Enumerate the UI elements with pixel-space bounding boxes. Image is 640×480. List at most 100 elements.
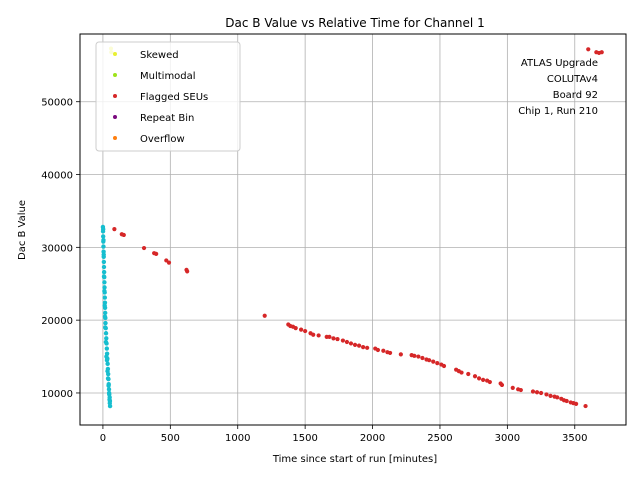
series-unlabeled: [100, 224, 113, 409]
data-point: [101, 244, 106, 249]
legend-marker: [113, 115, 117, 119]
data-point: [121, 232, 126, 238]
data-point: [327, 334, 332, 339]
data-point: [101, 274, 107, 279]
y-axis-label: Dac B Value: [17, 200, 28, 260]
data-point: [574, 401, 579, 406]
data-point: [293, 326, 298, 331]
y-tick-label: 20000: [41, 316, 73, 327]
data-point: [101, 269, 107, 275]
legend-marker: [113, 94, 117, 98]
data-point: [101, 237, 106, 243]
data-points: [100, 46, 604, 409]
data-point: [387, 350, 393, 356]
data-point: [466, 371, 471, 377]
data-point: [103, 320, 108, 326]
data-point: [112, 227, 117, 232]
legend-marker: [113, 52, 117, 56]
data-point: [420, 355, 425, 361]
data-point: [356, 343, 362, 348]
data-point: [103, 310, 108, 316]
data-point: [375, 347, 381, 353]
x-tick-label: 500: [161, 433, 180, 444]
data-point: [107, 403, 113, 409]
data-point: [102, 295, 108, 300]
data-point: [431, 359, 436, 364]
data-point: [141, 245, 147, 251]
data-point: [427, 358, 432, 363]
annotation-text: ATLAS Upgrade COLUTAv4 Board 92 Chip 1, …: [518, 58, 598, 117]
x-tick-label: 2000: [360, 433, 385, 444]
data-point: [599, 50, 604, 55]
data-point: [564, 398, 569, 404]
legend-label: Skewed: [140, 50, 179, 61]
legend-box: [95, 41, 241, 152]
data-point: [555, 395, 560, 400]
y-tick-label: 10000: [41, 389, 73, 400]
data-point: [105, 376, 111, 381]
data-point: [104, 354, 109, 359]
data-point: [102, 288, 107, 294]
chart-title: Dac B Value vs Relative Time for Channel…: [225, 16, 484, 30]
x-tick-label: 0: [100, 433, 106, 444]
data-point: [102, 314, 108, 319]
data-point: [106, 387, 112, 392]
data-point: [106, 390, 112, 396]
legend-label: Repeat Bin: [140, 113, 194, 124]
x-tick-label: 3500: [562, 433, 587, 444]
data-point: [583, 403, 588, 409]
data-point: [105, 368, 110, 374]
data-point: [487, 379, 492, 385]
data-point: [435, 361, 440, 366]
data-point: [166, 260, 172, 265]
data-point: [459, 370, 464, 375]
data-point: [102, 280, 107, 285]
data-point: [262, 313, 267, 318]
data-point: [101, 259, 107, 265]
data-point: [298, 327, 304, 332]
data-point: [104, 357, 110, 363]
data-point: [530, 389, 536, 394]
data-point: [103, 339, 109, 345]
legend-label: Flagged SEUs: [140, 92, 208, 103]
data-point: [100, 226, 106, 232]
data-point: [335, 336, 340, 342]
y-tick-label: 40000: [41, 171, 73, 182]
x-tick-label: 3000: [495, 433, 520, 444]
legend-marker: [113, 73, 117, 77]
data-point: [102, 303, 107, 308]
data-point: [104, 346, 110, 351]
data-point: [412, 353, 417, 358]
x-tick-label: 2500: [427, 433, 452, 444]
data-point: [538, 390, 544, 396]
axis-ticks: 0 500 1000 1500 2000 2500 3000 3500 10000 20000 30…: [41, 98, 587, 444]
annotation-line: ATLAS Upgrade: [521, 58, 598, 69]
data-point: [331, 336, 336, 341]
data-point: [476, 376, 482, 381]
x-tick-label: 1000: [225, 433, 250, 444]
data-point: [101, 264, 107, 270]
annotation-line: Board 92: [553, 90, 598, 101]
data-point: [311, 332, 316, 337]
series-flagged-seus: [112, 47, 604, 409]
data-point: [106, 383, 111, 388]
data-point: [548, 393, 553, 398]
data-point: [381, 348, 386, 353]
data-point: [107, 398, 113, 404]
data-point: [154, 251, 159, 256]
data-point: [499, 382, 505, 388]
data-point: [100, 234, 106, 239]
data-point: [340, 338, 345, 343]
data-point: [103, 331, 109, 336]
annotation-line: COLUTAv4: [547, 74, 598, 85]
y-tick-label: 30000: [41, 243, 73, 254]
data-point: [185, 269, 190, 274]
x-axis-label: Time since start of run [minutes]: [272, 454, 437, 465]
data-point: [586, 47, 591, 52]
data-point: [518, 387, 523, 393]
data-point: [480, 377, 486, 382]
data-point: [107, 395, 112, 400]
data-point: [534, 390, 540, 395]
data-point: [510, 385, 515, 390]
